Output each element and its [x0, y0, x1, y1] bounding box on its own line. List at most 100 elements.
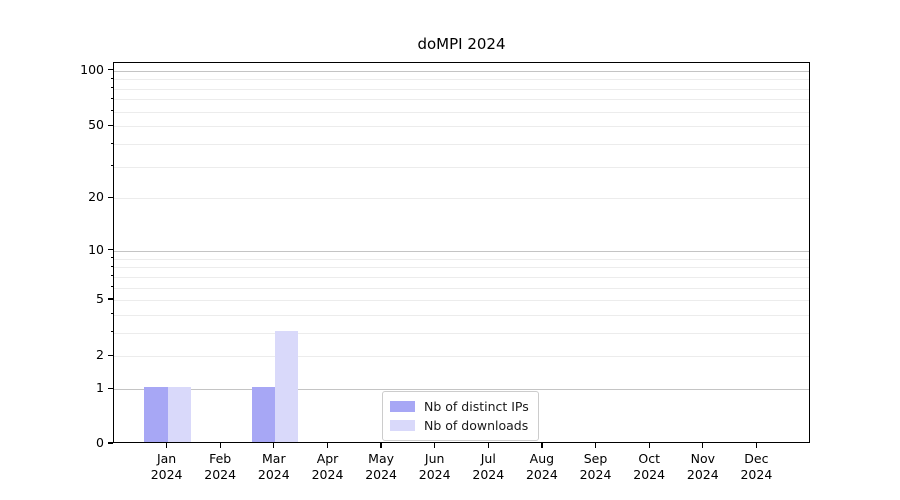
y-gridline-minor — [114, 126, 809, 128]
y-gridline-minor — [114, 267, 809, 269]
bar-downloads-mar — [274, 330, 299, 442]
x-tick-label-year: 2024 — [418, 467, 451, 482]
x-tick-label: Feb 2024 — [188, 451, 252, 483]
x-tick-label: Dec 2024 — [724, 451, 788, 483]
y-gridline-minor — [114, 287, 809, 289]
y-gridline-minor — [114, 276, 809, 278]
y-tick-minor — [110, 196, 113, 198]
bar-distinct-ips-mar — [251, 387, 275, 442]
y-tick-label: 10 — [88, 241, 104, 257]
y-tick-minor — [110, 313, 113, 315]
y-tick-minor — [110, 331, 113, 333]
y-gridline-minor — [114, 314, 809, 316]
y-tick-label: 50 — [88, 117, 104, 133]
y-gridline-minor — [114, 258, 809, 260]
y-gridline-major — [114, 389, 809, 391]
x-tick-label-year: 2024 — [257, 467, 290, 482]
x-tick-label-year: 2024 — [740, 467, 773, 482]
x-tick — [648, 443, 650, 448]
legend: Nb of distinct IPs Nb of downloads — [382, 391, 539, 441]
x-tick — [434, 443, 436, 448]
x-tick-label: May 2024 — [349, 451, 413, 483]
y-gridline-minor — [114, 198, 809, 200]
y-gridline-minor — [114, 99, 809, 101]
x-tick — [219, 443, 221, 448]
x-tick-label-year: 2024 — [686, 467, 719, 482]
y-tick-minor — [110, 110, 113, 112]
x-tick-label-month: Aug — [529, 451, 555, 466]
x-tick-label-month: Sep — [583, 451, 608, 466]
x-tick-label-year: 2024 — [633, 467, 666, 482]
x-tick — [541, 443, 543, 448]
y-gridline-minor — [114, 111, 809, 113]
y-tick-minor — [110, 286, 113, 287]
y-gridline-minor — [114, 356, 809, 358]
x-tick-label-year: 2024 — [525, 467, 558, 482]
x-tick-label-year: 2024 — [472, 467, 505, 482]
x-tick-label-month: Mar — [262, 451, 286, 466]
y-tick-minor — [110, 257, 113, 258]
y-tick-label: 5 — [96, 291, 104, 306]
x-tick-label: Jun 2024 — [403, 451, 467, 483]
x-tick-label-month: May — [368, 451, 395, 466]
legend-row: Nb of downloads — [390, 416, 529, 435]
y-tick-label: 1 — [96, 380, 104, 396]
y-gridline-minor — [114, 144, 809, 145]
x-tick — [326, 443, 329, 448]
plot-area: Nb of distinct IPs Nb of downloads — [113, 62, 810, 443]
x-tick — [380, 443, 382, 448]
y-tick-minor — [110, 354, 113, 356]
x-tick — [702, 443, 704, 448]
y-tick-minor — [110, 298, 113, 300]
x-tick — [273, 443, 275, 448]
x-tick-label: Sep 2024 — [564, 451, 628, 483]
x-tick — [755, 443, 758, 448]
x-tick-label: Mar 2024 — [242, 451, 306, 483]
y-gridline-minor — [114, 332, 809, 334]
x-tick-label-year: 2024 — [150, 467, 183, 482]
legend-label: Nb of distinct IPs — [424, 399, 529, 414]
y-gridline-minor — [114, 166, 809, 168]
chart-title: doMPI 2024 — [417, 35, 506, 53]
y-gridline-minor — [114, 88, 809, 90]
x-tick-label-month: Nov — [690, 451, 715, 466]
y-tick-minor — [110, 142, 113, 144]
x-tick-label-month: Dec — [744, 451, 769, 466]
legend-row: Nb of distinct IPs — [390, 397, 529, 416]
y-tick — [108, 387, 113, 389]
x-tick-label: Apr 2024 — [296, 451, 360, 483]
y-tick — [108, 69, 113, 71]
x-tick-label-month: Jul — [480, 451, 496, 466]
y-tick — [108, 249, 113, 251]
gridline-layer — [114, 63, 809, 442]
bar-layer — [114, 63, 809, 442]
x-tick-label-month: Jan — [156, 451, 177, 466]
y-tick-minor — [110, 124, 113, 126]
bar-distinct-ips-jan — [144, 387, 168, 442]
y-gridline-major — [114, 250, 809, 252]
x-tick-label-month: Jun — [424, 451, 445, 466]
legend-swatch-downloads — [390, 420, 415, 431]
x-tick-label-month: Oct — [638, 451, 660, 466]
y-gridline-minor — [114, 300, 809, 301]
y-gridline-minor — [114, 79, 809, 81]
bar-downloads-jan — [167, 387, 191, 442]
y-tick-label: 2 — [96, 347, 104, 363]
y-tick-label: 0 — [96, 435, 104, 450]
x-tick-label: Jan 2024 — [135, 451, 199, 483]
legend-label: Nb of downloads — [424, 418, 529, 433]
legend-swatch-distinct-ips — [390, 401, 415, 412]
y-tick-minor — [110, 275, 113, 277]
x-tick-label-month: Feb — [209, 451, 232, 466]
y-tick-minor — [110, 77, 113, 79]
x-tick-label-year: 2024 — [579, 467, 612, 482]
x-tick — [594, 443, 597, 448]
y-tick-label: 20 — [88, 189, 104, 205]
x-tick-label-year: 2024 — [365, 467, 397, 482]
x-tick — [487, 443, 489, 448]
y-tick-minor — [110, 97, 113, 99]
y-gridline-major — [114, 70, 809, 72]
x-tick-label-year: 2024 — [204, 467, 237, 482]
x-tick-label: Aug 2024 — [510, 451, 574, 483]
